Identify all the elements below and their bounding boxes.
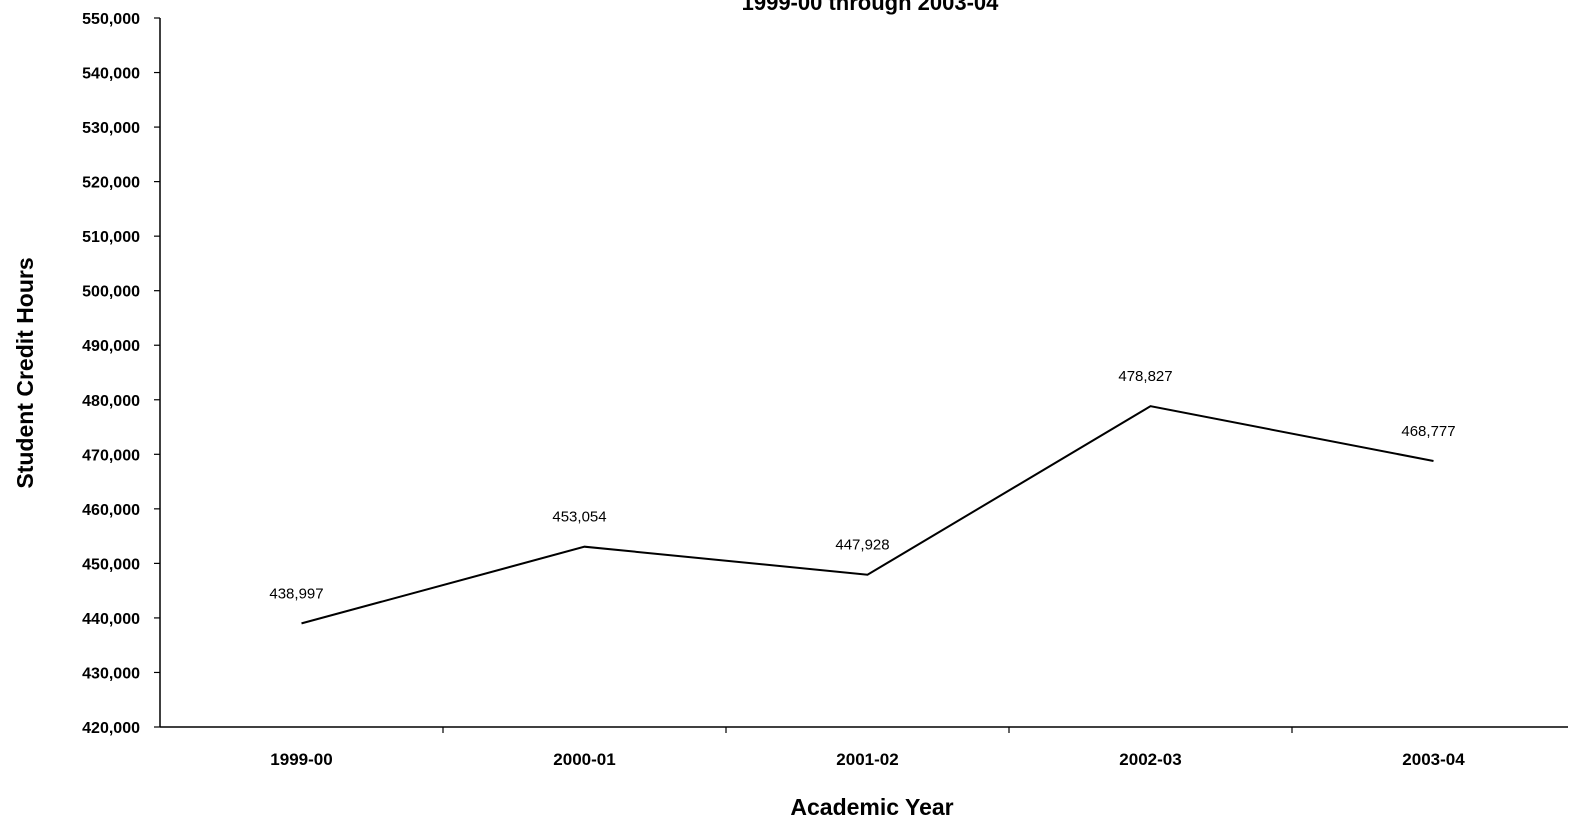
- x-tick-label: 2000-01: [553, 750, 615, 769]
- y-tick-label: 500,000: [82, 284, 140, 301]
- y-tick-label: 550,000: [82, 11, 140, 28]
- series-line: [301, 405, 1434, 625]
- x-axis-label: Academic Year: [790, 794, 953, 820]
- x-tick-label: 2002-03: [1119, 750, 1181, 769]
- y-tick-label: 480,000: [82, 393, 140, 410]
- data-label: 453,054: [552, 509, 606, 526]
- x-ticks: 1999-00 2000-01 2001-02 2002-03 2003-04: [270, 727, 1465, 769]
- y-tick-label: 460,000: [82, 502, 140, 519]
- y-tick-label: 420,000: [82, 720, 140, 737]
- y-tick-label: 520,000: [82, 175, 140, 192]
- series-group: [301, 405, 1434, 625]
- x-tick-label: 1999-00: [270, 750, 332, 769]
- y-tick-label: 490,000: [82, 338, 140, 355]
- y-tick-label: 440,000: [82, 611, 140, 628]
- y-axis-label: Student Credit Hours: [12, 257, 38, 488]
- x-tick-label: 2003-04: [1402, 750, 1465, 769]
- data-label: 468,777: [1401, 423, 1455, 440]
- data-labels: 438,997 453,054 447,928 478,827 468,777: [269, 368, 1455, 602]
- data-label: 447,928: [835, 537, 889, 554]
- y-tick-label: 510,000: [82, 229, 140, 246]
- y-tick-label: 530,000: [82, 120, 140, 137]
- y-tick-label: 540,000: [82, 66, 140, 83]
- x-tick-label: 2001-02: [836, 750, 898, 769]
- data-label: 478,827: [1118, 368, 1172, 385]
- data-label: 438,997: [269, 585, 323, 602]
- y-tick-label: 470,000: [82, 447, 140, 464]
- y-tick-label: 430,000: [82, 665, 140, 682]
- chart-title: 1999-00 through 2003-04: [742, 0, 1000, 15]
- y-tick-label: 450,000: [82, 556, 140, 573]
- y-ticks: 420,000 430,000 440,000 450,000 460,000 470,0…: [82, 11, 160, 737]
